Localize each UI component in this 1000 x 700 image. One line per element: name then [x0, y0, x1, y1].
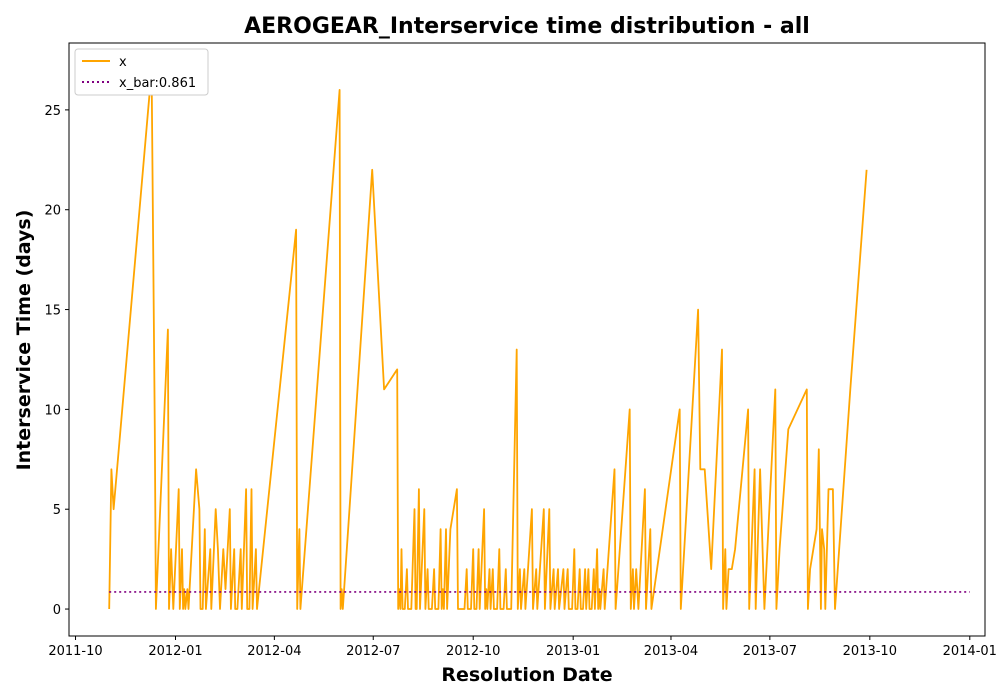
y-tick-label: 15 — [44, 304, 61, 319]
x-tick-label: 2013-04 — [644, 644, 698, 659]
x-axis: 2011-10 2012-01 2012-04 2012-07 2012-10 2013-… — [48, 636, 997, 659]
plot-area — [68, 42, 986, 637]
x-tick-label: 2012-04 — [247, 644, 301, 659]
plot-frame — [68, 42, 986, 637]
y-axis: 0 5 10 15 20 25 — [44, 104, 69, 618]
x-tick-label: 2012-07 — [346, 644, 400, 659]
y-tick-label: 10 — [44, 403, 61, 418]
y-tick-label: 0 — [53, 603, 61, 618]
x-tick-label: 2012-10 — [446, 644, 500, 659]
chart-title: AEROGEAR_Interservice time distribution … — [244, 14, 810, 39]
legend-label-x-bar: x_bar:0.861 — [119, 76, 196, 91]
x-tick-label: 2011-10 — [48, 644, 102, 659]
y-tick-label: 20 — [44, 204, 61, 219]
x-tick-label: 2013-07 — [743, 644, 797, 659]
x-tick-label: 2013-01 — [546, 644, 600, 659]
y-tick-label: 5 — [53, 503, 61, 518]
x-tick-label: 2012-01 — [148, 644, 202, 659]
series-line-0 — [108, 69, 868, 610]
legend-label-x: x — [119, 55, 127, 70]
x-tick-label: 2013-10 — [843, 644, 897, 659]
y-tick-label: 25 — [44, 104, 61, 119]
legend: x x_bar:0.861 — [74, 48, 209, 96]
y-axis-label: Interservice Time (days) — [13, 210, 35, 471]
x-tick-label: 2014-01 — [943, 644, 997, 659]
x-axis-label: Resolution Date — [441, 664, 612, 686]
